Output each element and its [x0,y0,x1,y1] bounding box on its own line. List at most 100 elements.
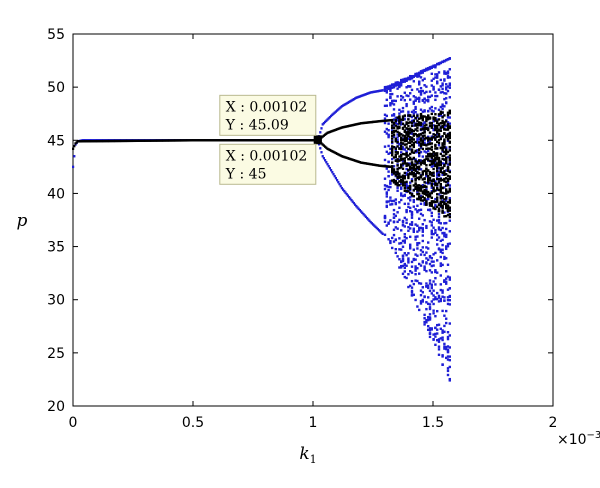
data-point [336,152,339,155]
data-point [238,139,241,142]
data-point [120,139,123,143]
data-point [425,116,428,119]
data-point [407,225,410,229]
data-point [443,180,446,183]
data-point [405,208,408,212]
data-point [428,195,432,198]
data-point [439,129,442,132]
data-point [432,167,435,171]
datatip-box[interactable] [219,94,317,136]
data-point [349,157,352,161]
data-point [430,256,433,260]
data-point [439,222,442,225]
y-axis-label: p [17,211,28,231]
data-point [419,212,423,216]
data-point [225,139,228,142]
data-point [342,104,345,107]
data-point [434,269,437,272]
data-point [421,79,424,82]
data-point [339,154,342,157]
data-point [384,119,387,122]
data-point [364,121,367,124]
data-point [407,130,410,133]
data-point [441,60,444,63]
data-point [199,139,202,142]
data-point [401,137,405,140]
data-point [418,226,421,230]
data-point [421,239,424,243]
data-point [373,163,376,166]
data-point [392,124,396,127]
datatip-box[interactable] [219,143,317,185]
data-point [407,259,410,262]
data-point [398,180,401,183]
data-point [398,201,401,204]
data-point [387,165,390,168]
data-point [300,139,303,142]
data-point [432,127,435,130]
data-point [407,205,410,209]
data-point [445,158,448,162]
data-point [419,128,423,131]
data-point [184,139,187,142]
data-point [181,139,184,142]
data-point [428,289,432,293]
data-point [439,152,442,156]
data-point [405,182,408,186]
data-point [436,200,439,203]
data-point [410,75,414,78]
data-point [432,135,435,139]
data-point [423,101,426,104]
data-point [425,167,428,171]
data-point [436,165,439,168]
data-point [262,139,265,142]
datatip-marker[interactable] [313,136,322,145]
data-point [409,184,412,187]
data-point [196,139,199,142]
data-point [391,246,394,250]
data-point [437,248,441,251]
datatip-y-text: Y : 45 [225,166,267,182]
data-point [436,135,439,138]
data-point [441,119,444,123]
data-point [430,65,433,68]
data-point [72,165,75,169]
data-point [445,149,448,153]
data-point [389,147,392,151]
data-point [381,119,384,123]
data-point [416,190,419,194]
data-point [342,126,345,129]
data-point [425,301,428,304]
data-point [421,147,424,151]
data-point [437,193,441,196]
data-point [445,317,448,320]
data-point [138,139,141,142]
data-point [437,141,441,145]
data-point [445,184,448,187]
data-point [432,182,435,186]
data-point [391,86,394,89]
data-point [432,218,435,221]
data-point [437,88,441,91]
data-point [434,159,437,162]
data-point [439,121,442,125]
data-point [410,110,414,114]
data-point [243,139,246,142]
data-point [419,89,423,93]
data-point [416,170,419,174]
data-point [428,142,432,146]
data-point [425,164,428,167]
data-point [342,188,345,191]
data-point [334,110,337,113]
data-point [242,139,245,142]
data-point [436,183,439,187]
data-point [309,139,312,142]
data-point [448,162,451,165]
data-point [441,87,444,91]
data-point [448,116,451,119]
data-point [434,163,437,166]
data-point [441,194,444,198]
data-point [403,114,406,117]
data-point [448,149,451,152]
data-point [430,231,433,234]
